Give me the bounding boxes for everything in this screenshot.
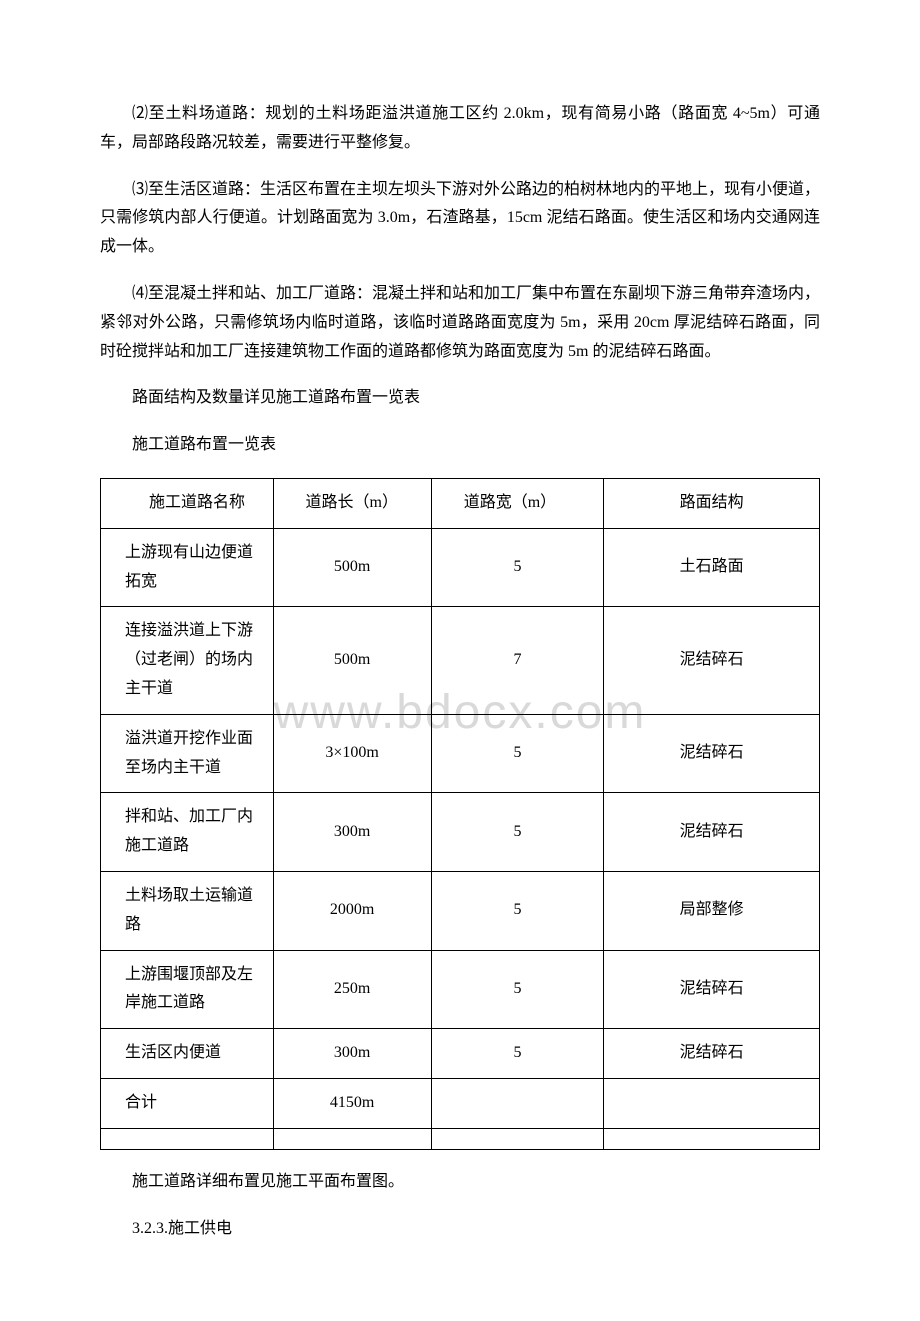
cell-width xyxy=(431,1128,604,1149)
table-row: 连接溢洪道上下游（过老闸）的场内主干道 500m 7 泥结碎石 xyxy=(101,607,820,714)
table-header-row: 施工道路名称 道路长（m） 道路宽（m） 路面结构 xyxy=(101,478,820,528)
cell-length: 4150m xyxy=(273,1078,431,1128)
table-caption-2: 施工道路布置一览表 xyxy=(100,431,820,460)
cell-name: 连接溢洪道上下游（过老闸）的场内主干道 xyxy=(101,607,274,714)
cell-width: 5 xyxy=(431,793,604,872)
paragraph-4: ⑷至混凝土拌和站、加工厂道路：混凝土拌和站和加工厂集中布置在东副坝下游三角带弃渣… xyxy=(100,280,820,366)
header-width: 道路宽（m） xyxy=(431,478,604,528)
cell-structure: 泥结碎石 xyxy=(604,714,820,793)
cell-length: 500m xyxy=(273,528,431,607)
cell-name: 生活区内便道 xyxy=(101,1029,274,1079)
paragraph-3: ⑶至生活区道路：生活区布置在主坝左坝头下游对外公路边的柏树林地内的平地上，现有小… xyxy=(100,176,820,262)
section-heading-power: 3.2.3.施工供电 xyxy=(100,1215,820,1244)
cell-name: 上游围堰顶部及左岸施工道路 xyxy=(101,950,274,1029)
cell-name: 拌和站、加工厂内施工道路 xyxy=(101,793,274,872)
cell-length: 3×100m xyxy=(273,714,431,793)
header-length: 道路长（m） xyxy=(273,478,431,528)
cell-length xyxy=(273,1128,431,1149)
cell-structure: 泥结碎石 xyxy=(604,793,820,872)
cell-structure: 泥结碎石 xyxy=(604,607,820,714)
roads-table: 施工道路名称 道路长（m） 道路宽（m） 路面结构 上游现有山边便道拓宽 500… xyxy=(100,478,820,1150)
header-name: 施工道路名称 xyxy=(101,478,274,528)
cell-width: 5 xyxy=(431,871,604,950)
cell-name: 溢洪道开挖作业面至场内主干道 xyxy=(101,714,274,793)
cell-length: 300m xyxy=(273,1029,431,1079)
cell-structure: 局部整修 xyxy=(604,871,820,950)
paragraph-6: 施工道路详细布置见施工平面布置图。 xyxy=(100,1168,820,1197)
cell-width: 5 xyxy=(431,528,604,607)
paragraph-2: ⑵至土料场道路：规划的土料场距溢洪道施工区约 2.0km，现有简易小路（路面宽 … xyxy=(100,100,820,158)
table-row-total: 合计 4150m xyxy=(101,1078,820,1128)
cell-name: 上游现有山边便道拓宽 xyxy=(101,528,274,607)
cell-width: 5 xyxy=(431,1029,604,1079)
document-page: www.bdocx.com ⑵至土料场道路：规划的土料场距溢洪道施工区约 2.0… xyxy=(100,100,820,1243)
cell-width: 5 xyxy=(431,714,604,793)
cell-name xyxy=(101,1128,274,1149)
header-structure: 路面结构 xyxy=(604,478,820,528)
cell-structure: 泥结碎石 xyxy=(604,1029,820,1079)
cell-width xyxy=(431,1078,604,1128)
table-row: 拌和站、加工厂内施工道路 300m 5 泥结碎石 xyxy=(101,793,820,872)
cell-structure: 泥结碎石 xyxy=(604,950,820,1029)
cell-width: 7 xyxy=(431,607,604,714)
cell-length: 500m xyxy=(273,607,431,714)
table-row: 上游现有山边便道拓宽 500m 5 土石路面 xyxy=(101,528,820,607)
table-row-empty xyxy=(101,1128,820,1149)
cell-name: 土料场取土运输道路 xyxy=(101,871,274,950)
cell-structure xyxy=(604,1078,820,1128)
cell-length: 250m xyxy=(273,950,431,1029)
cell-length: 300m xyxy=(273,793,431,872)
cell-name: 合计 xyxy=(101,1078,274,1128)
cell-structure: 土石路面 xyxy=(604,528,820,607)
table-caption-1: 路面结构及数量详见施工道路布置一览表 xyxy=(100,384,820,413)
cell-width: 5 xyxy=(431,950,604,1029)
table-row: 生活区内便道 300m 5 泥结碎石 xyxy=(101,1029,820,1079)
cell-structure xyxy=(604,1128,820,1149)
table-row: 上游围堰顶部及左岸施工道路 250m 5 泥结碎石 xyxy=(101,950,820,1029)
table-row: 溢洪道开挖作业面至场内主干道 3×100m 5 泥结碎石 xyxy=(101,714,820,793)
table-row: 土料场取土运输道路 2000m 5 局部整修 xyxy=(101,871,820,950)
cell-length: 2000m xyxy=(273,871,431,950)
